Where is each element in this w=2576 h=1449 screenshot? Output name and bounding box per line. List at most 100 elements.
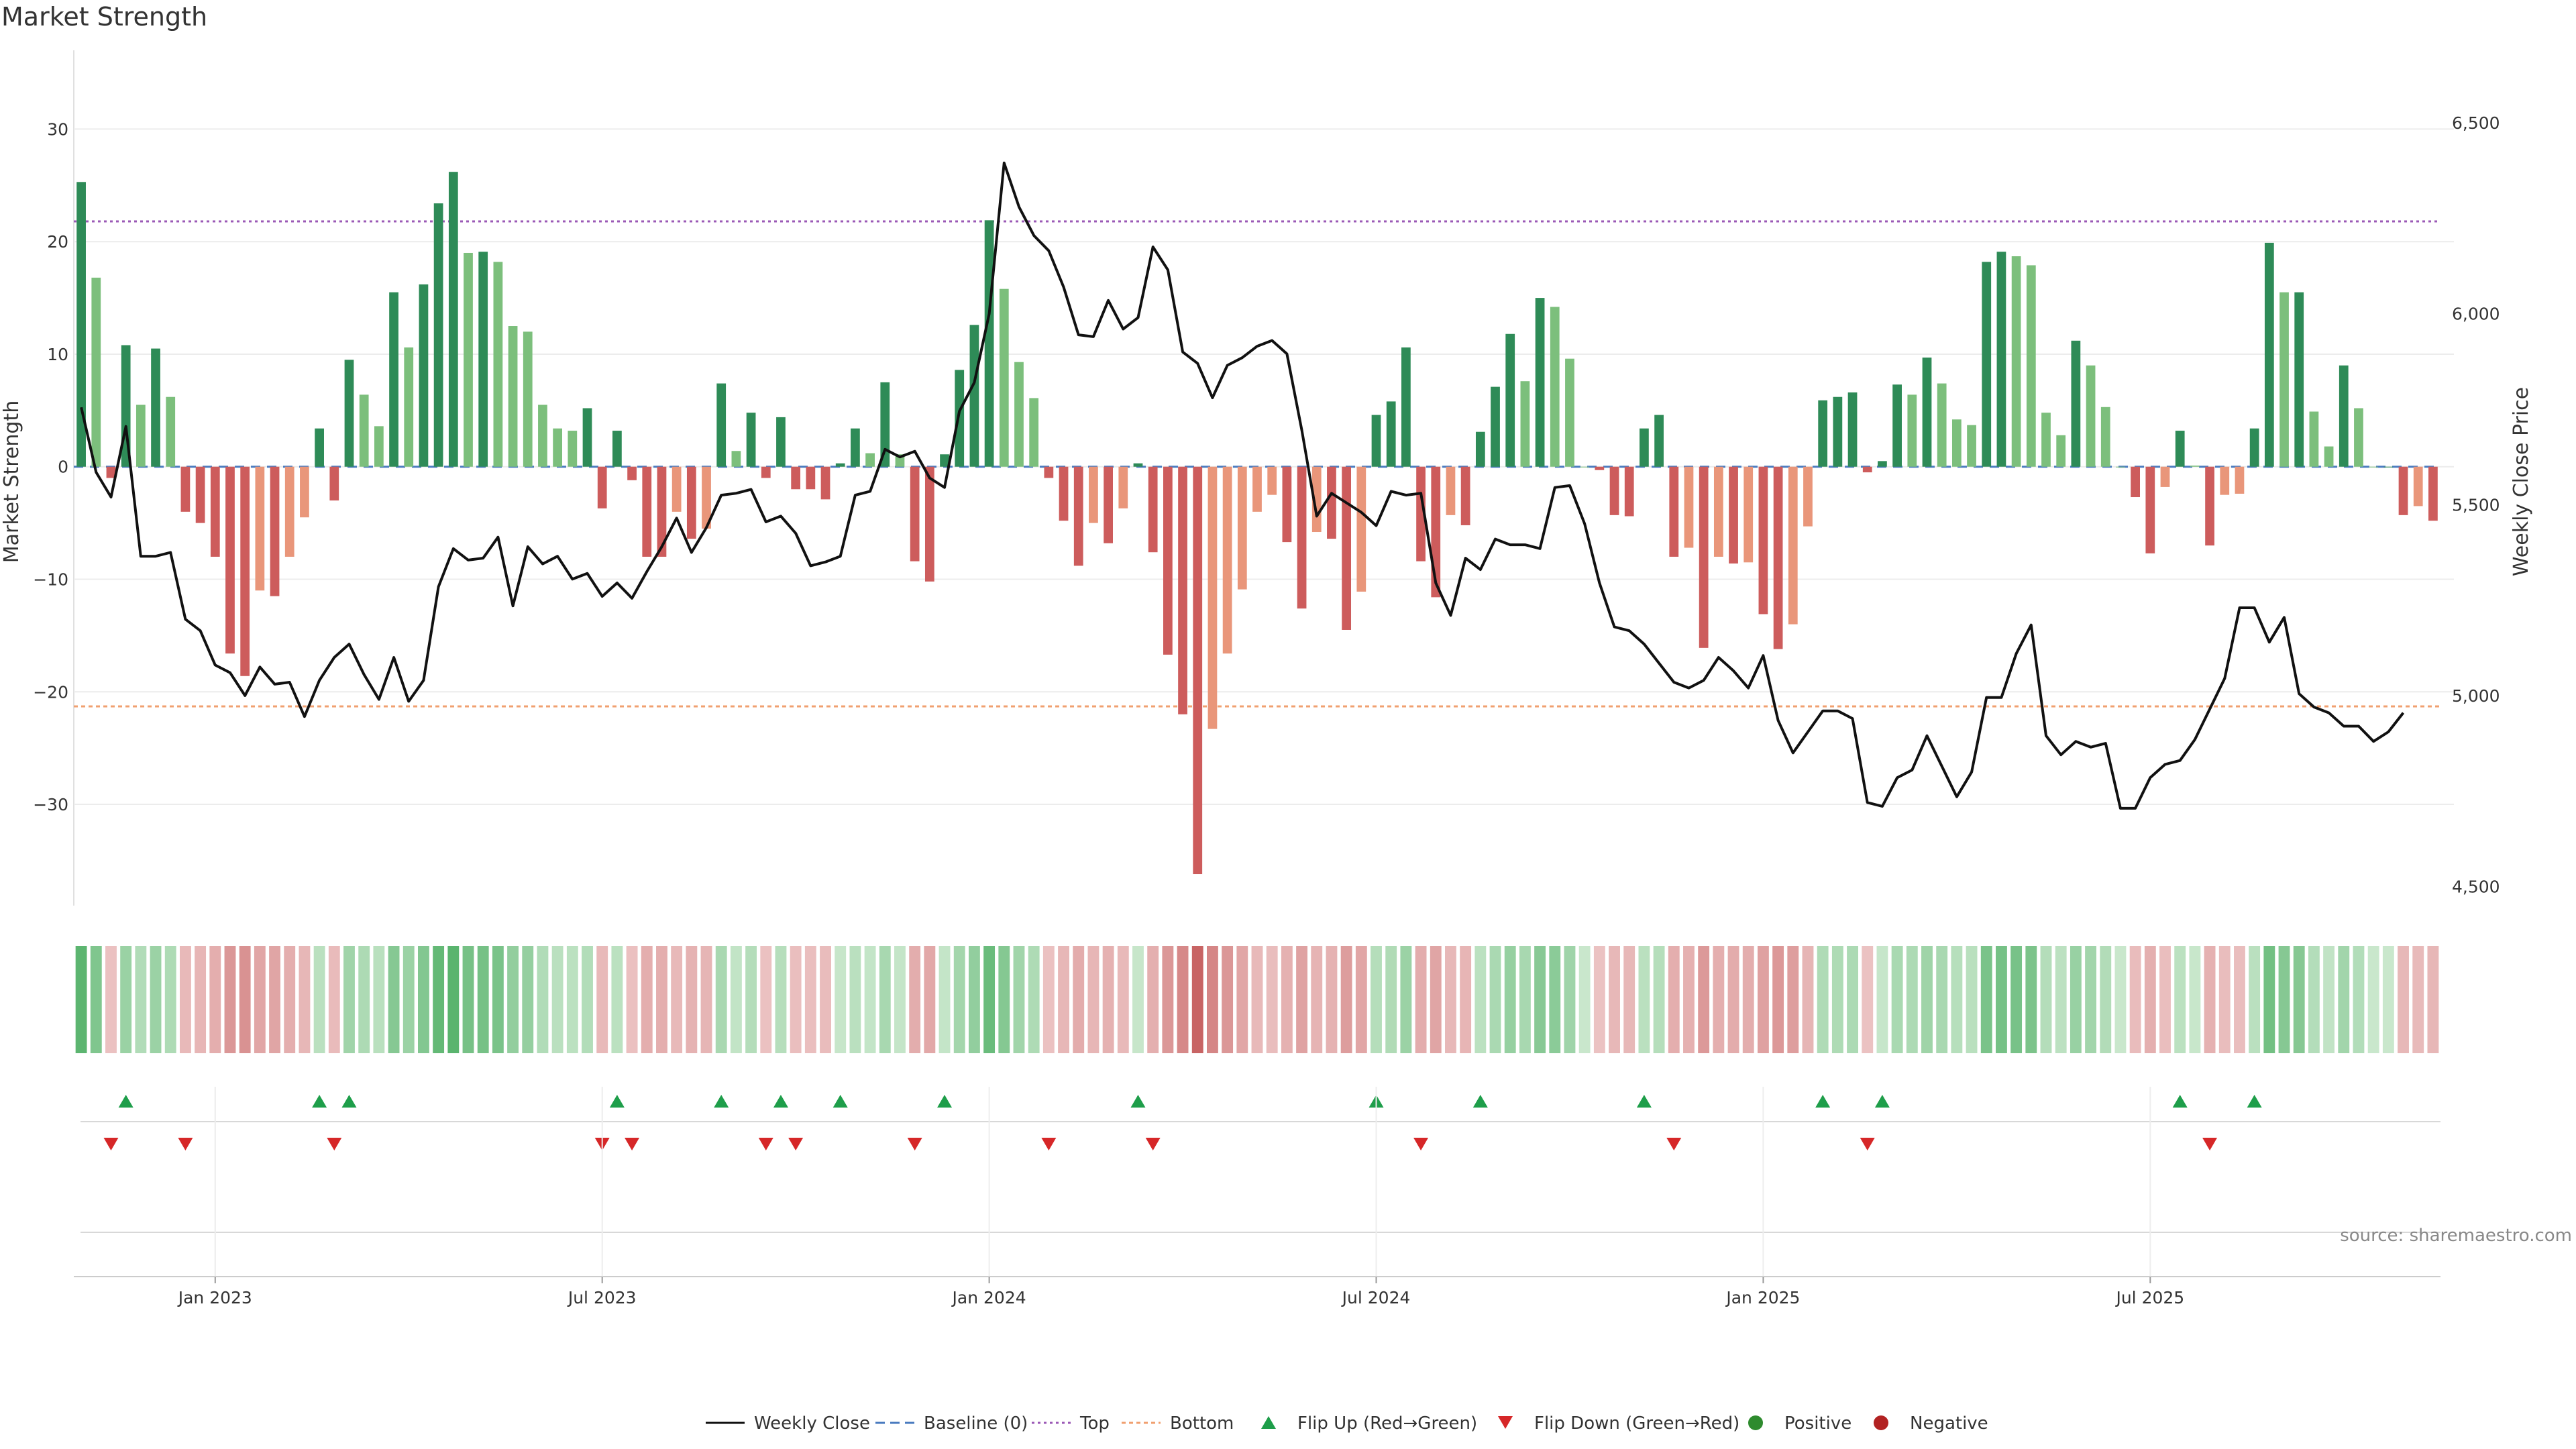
legend-swatch [1874, 1415, 1888, 1430]
y-tick-label: 0 [58, 458, 68, 477]
strength-bar [1133, 463, 1143, 467]
strength-bar [1640, 428, 1649, 467]
strength-bar [924, 466, 934, 582]
strength-bar [270, 466, 280, 596]
strength-bar [2383, 466, 2394, 468]
flip-up-marker [609, 1095, 625, 1108]
heat-cell [313, 946, 325, 1053]
strength-bar [1044, 466, 1054, 478]
heat-cell [343, 946, 355, 1053]
flip-up-marker [1472, 1095, 1488, 1108]
heat-cell [2367, 946, 2379, 1053]
flip-up-marker [937, 1095, 953, 1108]
heat-cell [1251, 946, 1263, 1053]
grid-layer [73, 50, 2454, 906]
heat-cell [537, 946, 549, 1053]
heat-cell [2234, 946, 2245, 1053]
heat-cell [2412, 946, 2424, 1053]
strength-bar [1743, 466, 1754, 563]
heat-cell [388, 946, 400, 1053]
heat-cell [700, 946, 712, 1053]
heat-cell [582, 946, 593, 1053]
heat-cell [1951, 946, 1963, 1053]
strength-bar [2264, 242, 2274, 467]
heat-cell [2129, 946, 2141, 1053]
strength-bar [404, 347, 414, 467]
heat-cell [1802, 946, 1814, 1053]
strength-bar [1118, 466, 1128, 508]
legend-item-baseline: Baseline (0) [875, 1413, 1028, 1434]
heat-cell [1668, 946, 1680, 1053]
strength-bar [1967, 425, 1976, 467]
y-tick-label: −10 [33, 570, 68, 589]
strength-bar [359, 394, 369, 467]
strength-bar [2205, 466, 2214, 546]
legend-label: Baseline (0) [924, 1413, 1028, 1434]
strength-bar [1758, 466, 1768, 614]
heat-cell [1980, 946, 1992, 1053]
legend-item-flip-up: Flip Up (Red→Green) [1261, 1413, 1477, 1434]
heat-cell [1609, 946, 1620, 1053]
strength-bar [448, 172, 458, 467]
heat-cell [2174, 946, 2186, 1053]
strength-bar [210, 466, 220, 557]
legend-label: Positive [1784, 1413, 1851, 1434]
heat-cell [924, 946, 936, 1053]
strength-bar [2279, 292, 2289, 467]
legend-label: Flip Down (Green→Red) [1534, 1413, 1739, 1434]
flip-down-marker [327, 1138, 342, 1150]
strength-bar [255, 466, 265, 591]
flip-up-marker [773, 1095, 788, 1108]
strength-bar [940, 454, 949, 467]
heat-cell [983, 946, 996, 1053]
heat-cell [120, 946, 132, 1053]
heat-cell [2338, 946, 2350, 1053]
legend-label: Bottom [1170, 1413, 1234, 1434]
strength-bar [820, 466, 830, 500]
y2-tick-label: 6,500 [2452, 113, 2500, 133]
heat-cell [284, 946, 296, 1053]
heat-cell [2159, 946, 2171, 1053]
strength-bar [761, 466, 771, 478]
y2-tick-label: 5,000 [2452, 686, 2500, 706]
heat-cell [1132, 946, 1144, 1053]
legend-item-bottom: Bottom [1122, 1413, 1234, 1434]
left-y-axis: 30 20 10 0 −10 −20 −30 [33, 119, 68, 814]
heat-cell [224, 946, 236, 1053]
legend-label: Negative [1910, 1413, 1988, 1434]
strength-bar [1178, 466, 1187, 714]
heat-cell [433, 946, 445, 1053]
strength-bar [1416, 466, 1426, 561]
strength-bar [1595, 466, 1605, 470]
heat-cell [254, 946, 266, 1053]
strength-bar [1907, 394, 1917, 467]
strength-bar [969, 325, 979, 467]
heat-cell [566, 946, 578, 1053]
strength-bars [76, 172, 2438, 875]
flip-up-marker [2172, 1095, 2188, 1108]
strength-bar [1386, 401, 1396, 467]
heat-cell [269, 946, 280, 1053]
strength-bar [1237, 466, 1247, 590]
heat-cell [2249, 946, 2261, 1053]
heat-cell [1355, 946, 1367, 1053]
heat-cell [790, 946, 802, 1053]
strength-bar [315, 428, 324, 467]
legend-item-positive: Positive [1748, 1413, 1851, 1434]
strength-bar [1014, 362, 1024, 467]
heat-cell [1385, 946, 1397, 1053]
heat-cell [522, 946, 534, 1053]
strength-bar [2309, 411, 2319, 467]
flip-down-marker [103, 1138, 119, 1150]
strength-bar [300, 466, 309, 518]
heat-cell [686, 946, 698, 1053]
strength-bar [106, 466, 116, 478]
heat-cell [1236, 946, 1248, 1053]
heat-cell [1787, 946, 1799, 1053]
heat-cell [75, 946, 87, 1053]
heat-cell [1593, 946, 1605, 1053]
heat-cell [849, 946, 861, 1053]
heat-cell [1638, 946, 1650, 1053]
heat-cell [1683, 946, 1695, 1053]
heat-cell [1713, 946, 1725, 1053]
